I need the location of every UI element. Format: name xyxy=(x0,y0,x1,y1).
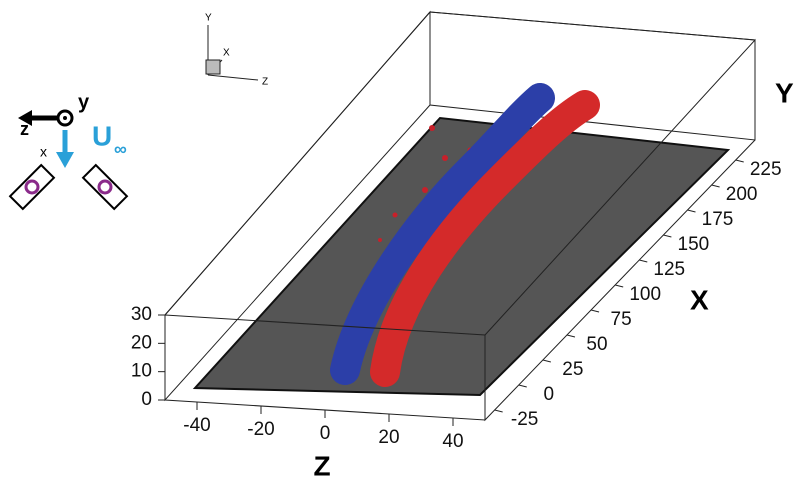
inset xyxy=(8,109,129,211)
x-tick xyxy=(663,234,672,238)
z-tick-label: 0 xyxy=(320,423,331,444)
x-axis-label: X xyxy=(690,284,709,315)
z-axis-label: Z xyxy=(313,450,330,481)
x-tick xyxy=(494,409,503,413)
x-tick-label: 175 xyxy=(702,209,734,230)
inset-z: z xyxy=(20,119,29,139)
edge xyxy=(429,11,756,41)
inset-y: y xyxy=(78,91,90,113)
y-tick-label: 10 xyxy=(131,361,152,382)
inset-x: x xyxy=(40,144,47,160)
inset-inf: ∞ xyxy=(114,139,127,159)
x-tick-label: 0 xyxy=(543,384,554,405)
plate xyxy=(192,116,731,397)
x-tick-label: 75 xyxy=(611,309,632,330)
x-tick xyxy=(687,209,696,213)
z-tick-label: -20 xyxy=(247,419,274,440)
triad-z: Z xyxy=(262,77,268,88)
x-tick-label: 25 xyxy=(562,359,583,380)
x-tick xyxy=(590,309,600,313)
triad-x: X xyxy=(223,48,230,59)
y-tick-label: 0 xyxy=(141,389,152,410)
x-tick xyxy=(711,184,720,188)
triad-y: Y xyxy=(205,13,212,24)
y-tick-label: 20 xyxy=(131,332,152,353)
y-tick-label: 30 xyxy=(131,304,152,325)
x-tick-label: 125 xyxy=(653,259,685,280)
inset-u: U xyxy=(92,120,112,151)
blue-vortex xyxy=(330,83,555,385)
red-vortex xyxy=(370,90,600,387)
triad xyxy=(205,25,259,81)
x-tick-label: 50 xyxy=(586,334,607,355)
x-tick-label: 100 xyxy=(629,284,661,305)
x-tick xyxy=(518,384,527,388)
x-tick xyxy=(566,334,576,338)
x-tick-label: 200 xyxy=(726,184,758,205)
x-tick xyxy=(735,159,744,163)
z-tick-label: -40 xyxy=(183,415,210,436)
x-tick-label: 225 xyxy=(750,159,782,180)
z-tick-label: 20 xyxy=(378,427,399,448)
x-tick-label: -25 xyxy=(511,409,538,430)
x-tick-label: 150 xyxy=(678,234,710,255)
edge xyxy=(164,11,431,316)
back-wall xyxy=(429,11,756,141)
x-tick xyxy=(639,259,648,263)
z-tick-label: 40 xyxy=(442,431,463,452)
y-axis-label: Y xyxy=(775,77,794,108)
x-tick xyxy=(615,284,624,288)
x-tick xyxy=(542,359,551,363)
right-face xyxy=(484,38,756,422)
